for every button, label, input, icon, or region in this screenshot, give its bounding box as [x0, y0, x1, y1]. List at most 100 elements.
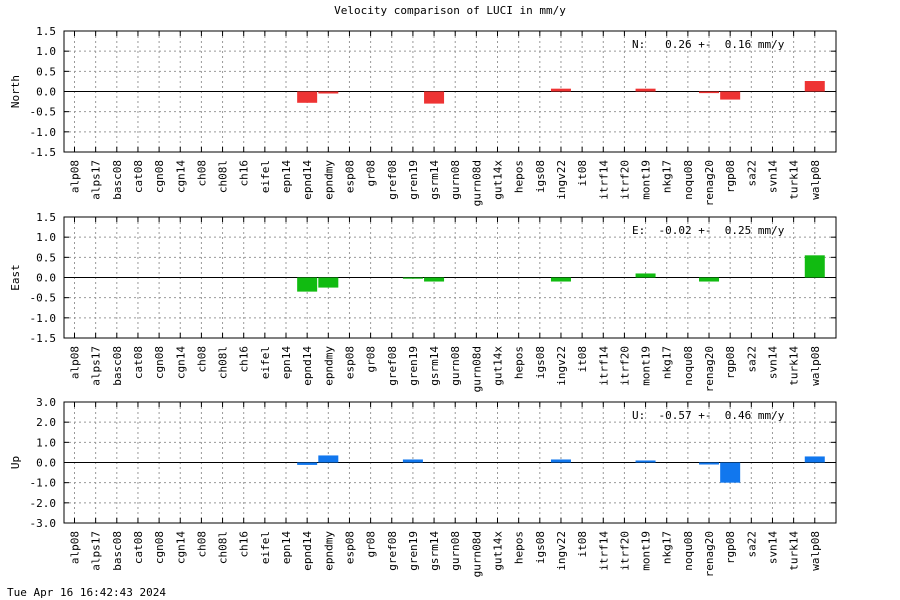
y-tick-label: -0.5: [30, 292, 57, 305]
category-label: gurn08: [449, 346, 462, 386]
y-tick-label: -3.0: [30, 517, 57, 530]
category-label: ch08: [195, 160, 208, 187]
y-axis-label: North: [9, 75, 22, 108]
category-label: gr08: [365, 346, 378, 373]
y-tick-label: -1.0: [30, 477, 57, 490]
chart-panel-up: 3.0 2.0 1.0 0.0 -1.0 -2.0 -3.0 alp08 alps17 basc0…: [9, 396, 837, 577]
category-label: ch16: [238, 346, 251, 373]
y-tick-label: -0.5: [30, 106, 57, 119]
plot-border: [63, 216, 837, 339]
y-tick-label: 0.0: [36, 272, 56, 285]
category-label: gut14x: [492, 160, 505, 200]
category-label: alps17: [90, 346, 103, 386]
bar-gsrm14: [424, 277, 445, 282]
timestamp-footer: Tue Apr 16 16:42:43 2024: [7, 586, 166, 599]
category-label: turk14: [788, 160, 801, 200]
bar-mont19: [635, 273, 656, 278]
category-label: cgn08: [153, 160, 166, 193]
bar-walp08: [804, 255, 825, 278]
y-tick-label: 1.5: [36, 211, 56, 224]
category-label: basc08: [111, 531, 124, 571]
bar-renag20: [699, 277, 720, 282]
bar-mont19: [635, 88, 656, 92]
chart-panel-east: 1.5 1.0 0.5 0.0 -0.5 -1.0 -1.5 alp08 alps17 basc0…: [9, 211, 837, 392]
y-tick-label: -1.5: [30, 146, 57, 159]
bar-renag20: [699, 462, 720, 465]
category-label: walp08: [809, 160, 822, 200]
category-label: gurn08d: [470, 160, 483, 206]
category-label: renag20: [703, 531, 716, 577]
category-label: walp08: [809, 346, 822, 386]
category-label: nkg17: [661, 531, 674, 564]
category-label: ch08: [195, 346, 208, 373]
category-label: eifel: [259, 160, 272, 193]
y-axis-label: East: [9, 264, 22, 291]
y-tick-label: 0.0: [36, 86, 56, 99]
category-label: epndmy: [322, 531, 335, 571]
category-label: renag20: [703, 160, 716, 206]
y-tick-label: 0.5: [36, 65, 56, 78]
y-tick-label: 1.0: [36, 45, 56, 58]
category-label: itrf14: [597, 531, 610, 571]
category-label: igs08: [534, 346, 547, 379]
bar-gren19: [402, 459, 423, 463]
category-label: sa22: [745, 160, 758, 187]
category-label: basc08: [111, 160, 124, 200]
category-label: gsrm14: [428, 160, 441, 200]
category-label: gurn08: [449, 531, 462, 571]
bar-epnd14: [297, 91, 318, 103]
bar-rgp08: [720, 91, 741, 100]
category-label: gurn08d: [470, 531, 483, 577]
y-tick-label: 3.0: [36, 396, 56, 409]
chart-panel-north: 1.5 1.0 0.5 0.0 -0.5 -1.0 -1.5 alp08 alps17 basc0…: [9, 25, 837, 206]
category-label: ch08: [195, 531, 208, 558]
category-label: gr08: [365, 531, 378, 558]
category-label: svn14: [766, 346, 779, 379]
category-label: epndmy: [322, 346, 335, 386]
category-label: ch08l: [217, 531, 230, 564]
category-label: itrf14: [597, 346, 610, 386]
category-label: noqu08: [682, 531, 695, 571]
category-label: gren19: [407, 160, 420, 200]
bar-gren19: [402, 277, 423, 279]
y-tick-label: 1.5: [36, 25, 56, 38]
y-tick-label: -1.0: [30, 126, 57, 139]
category-label: epndmy: [322, 160, 335, 200]
category-label: gren19: [407, 531, 420, 571]
category-label: turk14: [788, 346, 801, 386]
category-label: hepos: [513, 346, 526, 379]
y-tick-label: 0.0: [36, 457, 56, 470]
chart-panels: 1.5 1.0 0.5 0.0 -0.5 -1.0 -1.5 alp08 alps17 basc0…: [9, 25, 837, 577]
category-label: gref08: [386, 346, 399, 386]
category-label: cgn08: [153, 346, 166, 379]
bar-renag20: [699, 91, 720, 94]
category-label: cat08: [132, 531, 145, 564]
category-label: it08: [576, 531, 589, 558]
category-label: epn14: [280, 531, 293, 564]
bar-ingv22: [550, 459, 571, 463]
category-label: epn14: [280, 160, 293, 193]
category-label: sa22: [745, 346, 758, 373]
category-label: esp08: [343, 346, 356, 379]
category-label: alps17: [90, 160, 103, 200]
category-label: epnd14: [301, 160, 314, 200]
category-label: eifel: [259, 346, 272, 379]
category-label: noqu08: [682, 160, 695, 200]
bar-epndmy: [318, 277, 339, 288]
category-label: it08: [576, 346, 589, 373]
category-label: nkg17: [661, 346, 674, 379]
y-tick-label: -1.5: [30, 332, 57, 345]
bar-epnd14: [297, 462, 318, 465]
category-label: gurn08d: [470, 346, 483, 392]
category-label: esp08: [343, 531, 356, 564]
bar-epndmy: [318, 455, 339, 463]
bar-walp08: [804, 81, 825, 92]
bar-ingv22: [550, 88, 571, 92]
category-label: rgp08: [724, 531, 737, 564]
category-label: cgn08: [153, 531, 166, 564]
bar-rgp08: [720, 462, 741, 483]
category-label: hepos: [513, 531, 526, 564]
category-label: noqu08: [682, 346, 695, 386]
category-label: alps17: [90, 531, 103, 571]
category-label: ch08l: [217, 160, 230, 193]
